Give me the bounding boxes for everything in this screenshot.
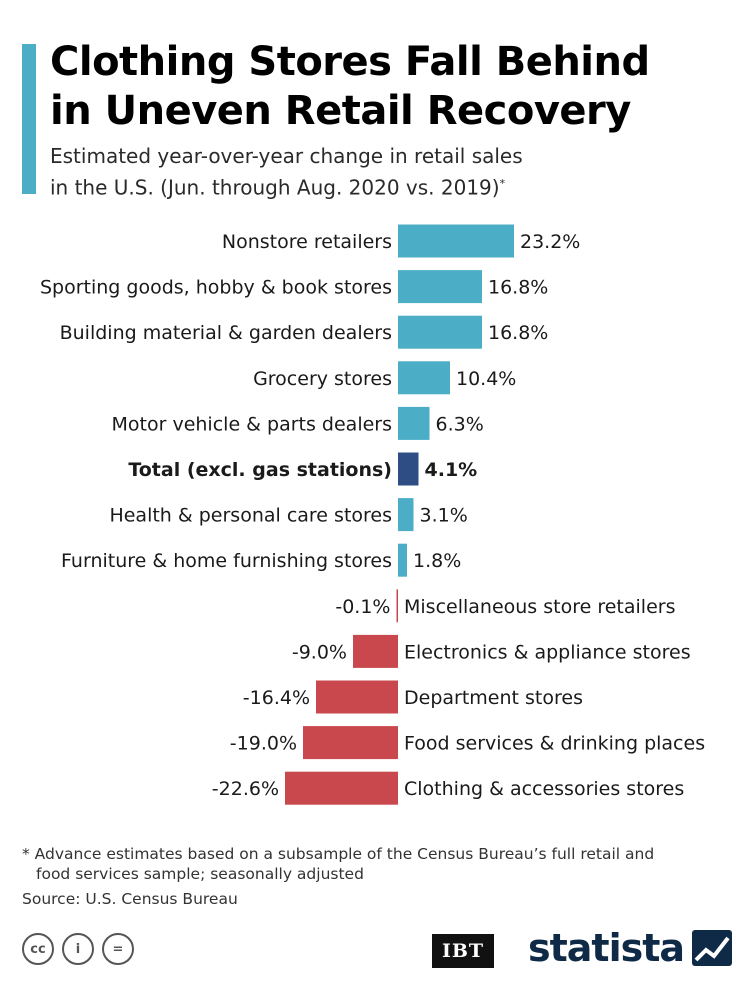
value-label: -22.6% [212,778,279,800]
value-label: -19.0% [230,733,297,755]
subtitle-line-2: in the U.S. (Jun. through Aug. 2020 vs. … [50,170,710,202]
bar [285,771,398,805]
category-label: Total (excl. gas stations) [128,459,392,481]
value-label: 4.1% [425,459,478,481]
value-label: 1.8% [413,550,461,572]
page-subtitle: Estimated year-over-year change in retai… [50,143,710,202]
license-icons: cc i = [22,933,134,965]
value-label: -16.4% [243,687,310,709]
bar [398,406,430,440]
category-label: Nonstore retailers [222,231,392,253]
bar [398,315,482,349]
bar [316,680,398,714]
value-label: -9.0% [292,641,347,663]
footnote-line-1: * Advance estimates based on a subsample… [22,845,655,863]
category-label: Food services & drinking places [404,733,705,755]
statista-mark-icon [692,930,733,966]
footnote-line-2: food services sample; seasonally adjuste… [36,865,364,883]
category-label: Health & personal care stores [109,505,392,527]
value-label: 23.2% [520,231,580,253]
bar [396,589,398,623]
category-label: Clothing & accessories stores [404,778,684,800]
attribution-icon[interactable]: i [62,933,94,965]
bar [303,726,398,760]
footnote: * Advance estimates based on a subsample… [22,844,722,884]
bar-chart: 23.2% Nonstore retailers 16.8% Sporting goo… [40,224,705,805]
bar [398,224,514,258]
value-label: 6.3% [436,413,484,435]
value-label: -0.1% [335,596,390,618]
value-label: 3.1% [420,505,468,527]
bar [398,452,419,486]
bar [398,270,482,304]
category-label: Sporting goods, hobby & book stores [40,277,392,299]
page-title: Clothing Stores Fall Behind in Uneven Re… [50,38,710,136]
statista-wordmark: statista [528,926,685,970]
category-label: Furniture & home furnishing stores [61,550,392,572]
category-label: Building material & garden dealers [60,322,392,344]
subtitle-line-2-text: in the U.S. (Jun. through Aug. 2020 vs. … [50,175,500,200]
title-line-1: Clothing Stores Fall Behind [50,39,650,85]
subtitle-footnote-mark: * [499,177,506,190]
title-line-2: in Uneven Retail Recovery [50,88,631,134]
cc-icon[interactable]: cc [22,933,54,965]
statista-logo[interactable]: statista [528,926,733,970]
subtitle-line-1: Estimated year-over-year change in retai… [50,144,523,168]
ibt-logo[interactable]: IBT [432,934,494,968]
category-label: Miscellaneous store retailers [404,596,675,618]
no-derivatives-icon[interactable]: = [102,933,134,965]
category-label: Motor vehicle & parts dealers [112,413,392,435]
bar [398,498,414,532]
category-label: Electronics & appliance stores [404,641,691,663]
category-label: Grocery stores [253,368,392,390]
value-label: 10.4% [456,368,516,390]
source-note: Source: U.S. Census Bureau [22,890,238,908]
value-label: 16.8% [488,277,548,299]
bar [398,361,450,395]
title-accent-bar [22,44,36,194]
bar [353,634,398,668]
value-label: 16.8% [488,322,548,344]
bar [398,543,407,577]
category-label: Department stores [404,687,583,709]
